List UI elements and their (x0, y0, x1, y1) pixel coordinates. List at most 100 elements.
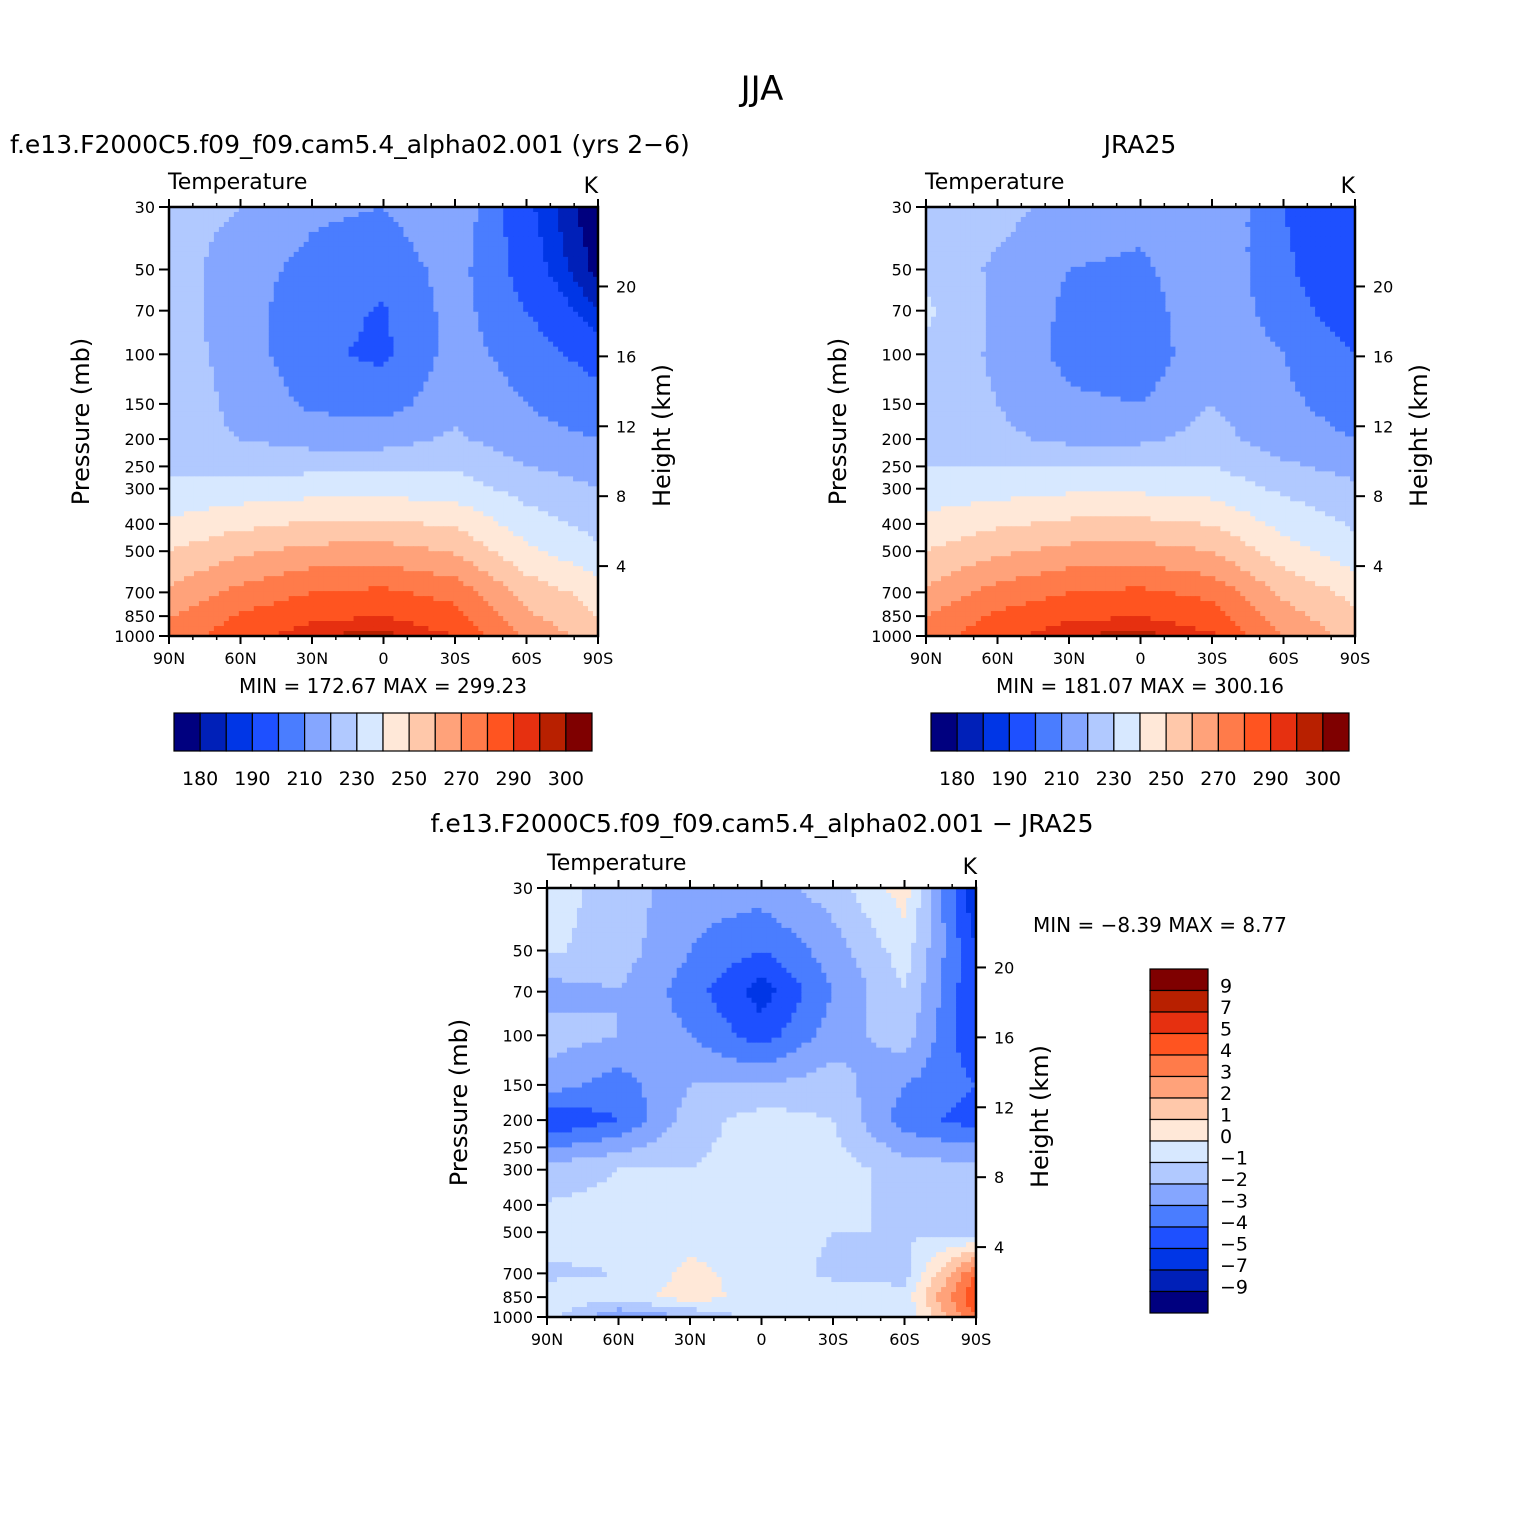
contour-cell (208, 381, 215, 388)
contour-cell (368, 341, 375, 348)
contour-cell (493, 321, 499, 328)
contour-cell (528, 221, 534, 228)
contour-cell (318, 286, 325, 293)
contour-cell (428, 286, 434, 293)
panel-model: f.e13.F2000C5.f09_f09.cam5.4_alpha02.001… (10, 130, 690, 790)
contour-cell (563, 361, 569, 368)
contour-cell (563, 326, 569, 333)
contour-cell (398, 241, 405, 248)
contour-cell (498, 231, 504, 238)
contour-cell (248, 301, 255, 308)
contour-cell (493, 451, 499, 458)
contour-cell (408, 381, 415, 388)
contour-cell (418, 321, 425, 328)
contour-cell (428, 441, 434, 448)
contour-cell (438, 271, 444, 278)
contour-cell (263, 431, 270, 438)
contour-cell (253, 406, 260, 413)
contour-cell (408, 281, 415, 288)
contour-cell (508, 381, 514, 388)
contour-cell (553, 266, 559, 273)
contour-cell (528, 256, 534, 263)
contour-cell (398, 301, 405, 308)
contour-cell (513, 486, 519, 492)
contour-cell (403, 411, 410, 418)
contour-cell (233, 401, 240, 408)
contour-cell (518, 456, 524, 463)
contour-cell (188, 291, 195, 298)
contour-cell (283, 231, 290, 238)
contour-cell (393, 281, 400, 288)
contour-cell (518, 436, 524, 443)
contour-cell (248, 321, 255, 328)
contour-cell (428, 426, 434, 433)
contour-cell (363, 231, 370, 238)
contour-cell (453, 341, 459, 348)
contour-cell (218, 296, 225, 303)
contour-cell (543, 286, 549, 293)
contour-cell (298, 251, 305, 258)
contour-cell (443, 456, 449, 463)
contour-cell (338, 361, 345, 368)
contour-cell (533, 396, 539, 403)
contour-cell (333, 346, 340, 353)
contour-cell (578, 351, 584, 358)
contour-cell (558, 207, 564, 213)
contour-cell (288, 411, 295, 418)
contour-cell (288, 256, 295, 263)
contour-cell (263, 391, 270, 398)
contour-cell (183, 241, 190, 248)
contour-cell (453, 251, 459, 258)
contour-cell (183, 356, 190, 363)
contour-cell (568, 456, 574, 463)
contour-cell (218, 381, 225, 388)
contour-cell (553, 456, 559, 463)
contour-cell (483, 246, 489, 253)
contour-cell (418, 486, 425, 492)
contour-cell (308, 441, 315, 448)
contour-cell (248, 346, 255, 353)
contour-cell (193, 326, 200, 333)
contour-cell (303, 451, 310, 458)
contour-cell (563, 411, 569, 418)
contour-cell (183, 376, 190, 383)
contour-cell (568, 491, 574, 497)
contour-cell (578, 391, 584, 398)
contour-cell (298, 246, 305, 253)
contour-cell (258, 431, 265, 438)
contour-cell (513, 256, 519, 263)
contour-cell (523, 241, 529, 248)
contour-cell (288, 366, 295, 373)
contour-cell (443, 471, 449, 477)
contour-cell (203, 491, 210, 497)
contour-cell (488, 486, 494, 492)
contour-cell (363, 446, 370, 453)
contour-cell (233, 386, 240, 393)
contour-cell (573, 481, 579, 487)
contour-cell (433, 486, 439, 492)
contour-cell (298, 381, 305, 388)
contour-cell (418, 271, 425, 278)
contour-cell (283, 451, 290, 458)
contour-cell (458, 431, 464, 438)
contour-cell (573, 351, 579, 358)
contour-cell (293, 406, 300, 413)
contour-cell (428, 411, 434, 418)
contour-cell (498, 426, 504, 433)
contour-cell (403, 256, 410, 263)
contour-cell (169, 381, 175, 388)
contour-cell (563, 216, 569, 223)
contour-cell (273, 321, 280, 328)
contour-cell (508, 346, 514, 353)
contour-cell (573, 286, 579, 293)
contour-cell (573, 251, 579, 258)
contour-cell (483, 251, 489, 258)
contour-cell (498, 351, 504, 358)
contour-cell (198, 321, 205, 328)
contour-cell (493, 271, 499, 278)
contour-cell (278, 486, 285, 492)
contour-cell (348, 316, 355, 323)
contour-cell (593, 321, 599, 328)
contour-cell (198, 291, 205, 298)
contour-cell (568, 466, 574, 472)
